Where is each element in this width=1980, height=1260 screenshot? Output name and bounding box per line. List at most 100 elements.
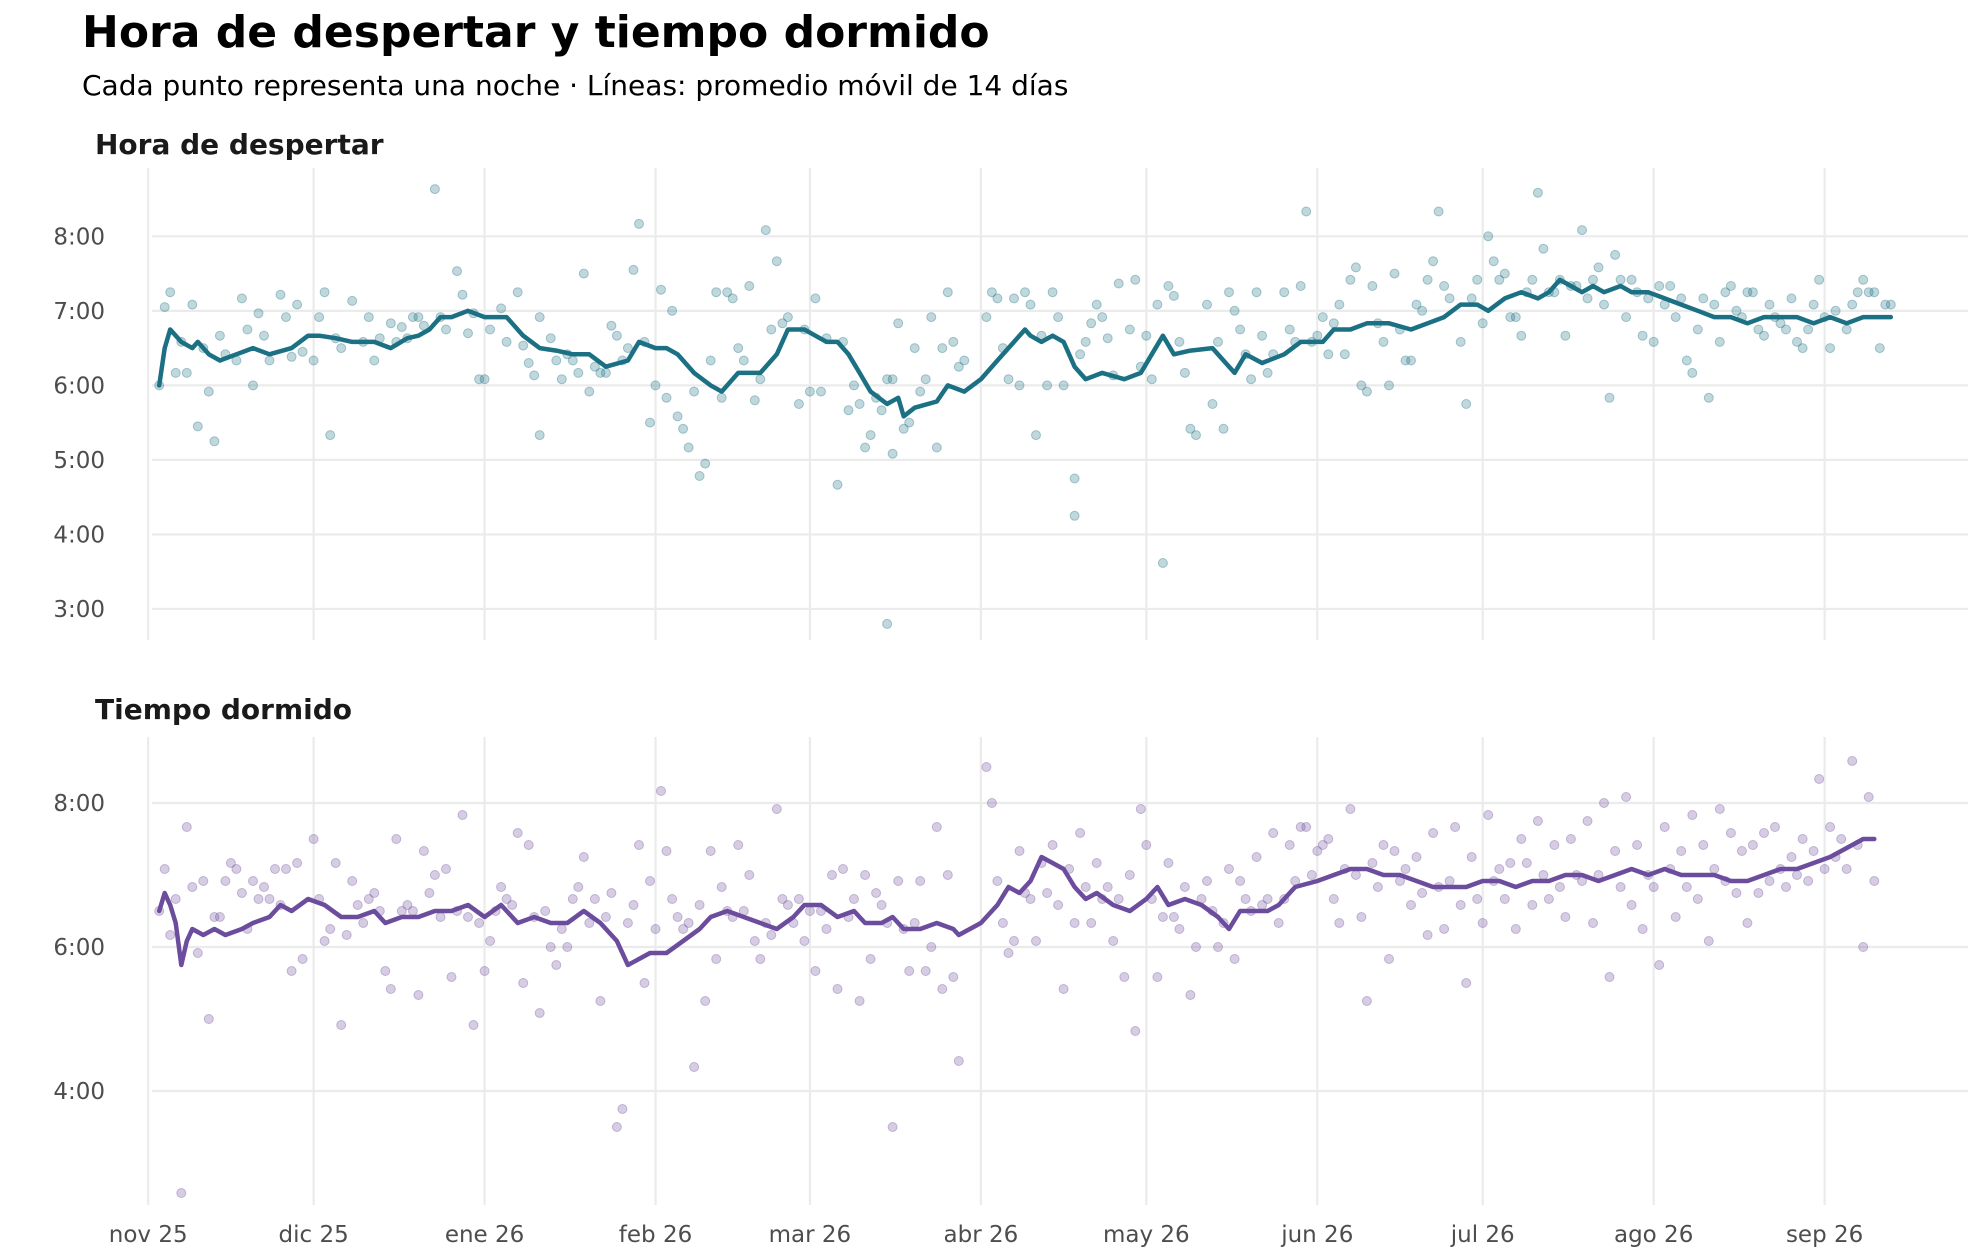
scatter-point — [1367, 281, 1378, 291]
chart-subtitle: Cada punto representa una noche · Líneas… — [82, 69, 1068, 102]
scatter-point — [1406, 900, 1416, 910]
scatter-point — [1670, 312, 1681, 323]
scatter-point — [1444, 293, 1455, 304]
scatter-point — [1113, 894, 1124, 904]
scatter-point — [1009, 936, 1019, 946]
scatter-point — [711, 287, 722, 298]
scatter-point — [176, 1188, 187, 1198]
scatter-point — [1725, 281, 1736, 291]
scatter-point — [1157, 558, 1168, 568]
scatter-point — [804, 386, 815, 397]
scatter-point — [667, 305, 678, 316]
scatter-point — [827, 870, 837, 880]
scatter-point — [474, 374, 485, 385]
scatter-point — [396, 322, 407, 332]
scatter-point — [1830, 305, 1841, 316]
scatter-point — [1262, 894, 1273, 904]
scatter-point — [1384, 380, 1394, 391]
scatter-point — [589, 894, 600, 904]
scatter-point — [1014, 846, 1025, 856]
scatter-point — [534, 1008, 545, 1018]
scatter-point — [683, 442, 694, 453]
scatter-point — [909, 343, 920, 354]
scatter-point — [931, 822, 942, 832]
scatter-point — [1461, 978, 1472, 988]
scatter-point — [1869, 287, 1880, 298]
x-tick-label: nov 25 — [109, 1222, 188, 1248]
scatter-point — [203, 386, 214, 397]
scatter-point — [937, 343, 948, 354]
scatter-point — [948, 972, 959, 982]
scatter-point — [1257, 330, 1268, 341]
scatter-point — [1080, 882, 1091, 892]
scatter-point — [1345, 804, 1356, 814]
scatter-point — [672, 411, 683, 422]
scatter-point — [1301, 822, 1312, 832]
scatter-point — [1747, 840, 1758, 850]
scatter-point — [336, 343, 347, 354]
scatter-point — [1852, 287, 1863, 298]
scatter-point — [821, 924, 832, 934]
x-tick-label: abr 26 — [944, 1222, 1019, 1248]
scatter-point — [1224, 864, 1234, 874]
scatter-point — [308, 834, 319, 844]
scatter-point — [1047, 840, 1058, 850]
scatter-point — [336, 1020, 347, 1030]
scatter-point — [1202, 876, 1212, 886]
scatter-point — [1053, 312, 1064, 323]
scatter-point — [793, 894, 804, 904]
scatter-point — [1797, 834, 1808, 844]
scatter-point — [275, 289, 286, 300]
scatter-point — [1692, 894, 1703, 904]
scatter-point — [1786, 293, 1797, 304]
scatter-point — [463, 328, 473, 339]
scatter-point — [551, 960, 562, 970]
panel-sleep-duration: Tiempo dormido 4:00 6:00 8:00 nov 25 dic 25… — [53, 693, 1968, 1248]
scatter-point — [292, 299, 303, 310]
scatter-point — [926, 942, 937, 952]
scatter-point — [661, 392, 672, 403]
scatter-point — [793, 399, 804, 409]
scatter-point — [1880, 299, 1891, 310]
scatter-point — [209, 912, 220, 922]
scatter-point — [1439, 281, 1450, 291]
scatter-point — [452, 266, 462, 277]
scatter-point — [1185, 423, 1196, 434]
scatter-point — [722, 287, 733, 298]
scatter-point — [1218, 423, 1229, 434]
scatter-point — [214, 912, 225, 922]
scatter-point — [347, 876, 358, 886]
scatter-point — [1141, 330, 1152, 341]
scatter-point — [1841, 864, 1852, 874]
scatter-point — [1781, 882, 1791, 892]
scatter-point — [1560, 330, 1571, 341]
scatter-point — [1312, 330, 1323, 341]
scatter-point — [1814, 274, 1825, 285]
scatter-point — [159, 302, 170, 313]
scatter-point — [672, 912, 683, 922]
scatter-point — [187, 299, 198, 310]
scatter-point — [1372, 882, 1383, 892]
scatter-point — [1483, 231, 1494, 242]
scatter-point — [1681, 355, 1692, 366]
scatter-point — [1703, 392, 1714, 403]
scatter-point — [1163, 281, 1174, 291]
scatter-point — [755, 374, 766, 385]
scatter-point — [1091, 858, 1102, 868]
scatter-point — [1510, 312, 1521, 323]
scatter-point — [264, 355, 275, 366]
scatter-point — [496, 882, 507, 892]
scatter-point — [1444, 876, 1455, 886]
scatter-point — [242, 324, 253, 335]
scatter-point — [1086, 318, 1097, 329]
scatter-point — [567, 355, 578, 366]
scatter-point — [1047, 287, 1058, 298]
scatter-point — [1455, 900, 1466, 910]
scatter-point — [705, 846, 716, 856]
scatter-point — [231, 864, 242, 874]
scatter-point — [893, 318, 904, 329]
scatter-point — [1593, 262, 1604, 273]
scatter-point — [997, 918, 1008, 928]
scatter-point — [634, 840, 644, 850]
scatter-point — [744, 281, 755, 291]
